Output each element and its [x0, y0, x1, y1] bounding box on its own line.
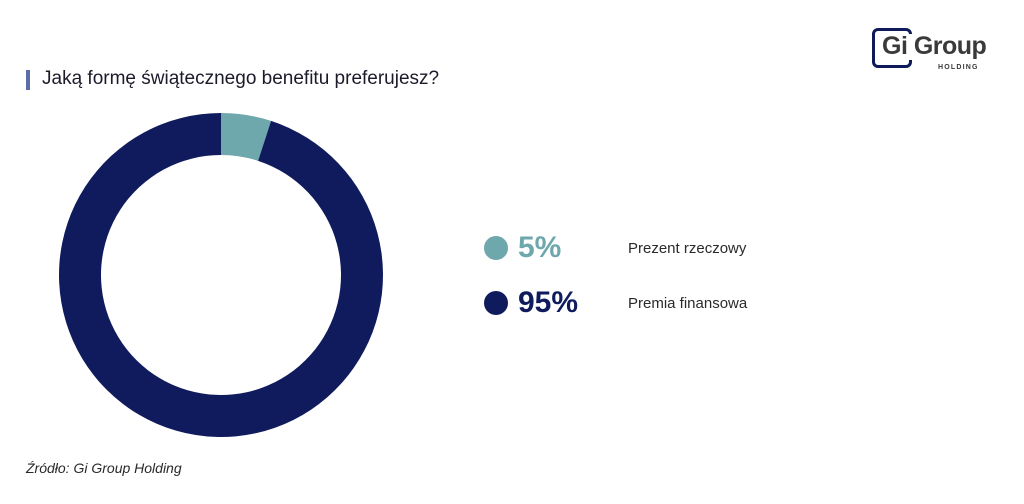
- legend-item-premia: 95% Premia finansowa: [484, 283, 747, 323]
- title-accent-bar: [26, 70, 30, 90]
- donut-slice-premia: [58, 113, 384, 437]
- legend-value-prezent: 5%: [518, 231, 562, 264]
- donut-chart: [58, 113, 384, 437]
- logo-subtext: HOLDING: [938, 64, 979, 71]
- chart-title: Jaką formę świątecznego benefitu preferu…: [42, 68, 440, 89]
- legend-dot-premia: [484, 291, 508, 315]
- legend-dot-prezent: [484, 236, 508, 260]
- legend-label-premia: Premia finansowa: [628, 294, 748, 312]
- logo-name: Gi Group: [882, 32, 987, 60]
- gi-group-logo: Gi Group HOLDING: [872, 28, 1000, 74]
- donut-slice-prezent: [221, 113, 272, 161]
- legend-value-premia: 95%: [518, 286, 579, 319]
- legend-item-prezent: 5% Prezent rzeczowy: [484, 228, 746, 268]
- source-note: Źródło: Gi Group Holding: [26, 460, 182, 476]
- legend-label-prezent: Prezent rzeczowy: [628, 239, 747, 257]
